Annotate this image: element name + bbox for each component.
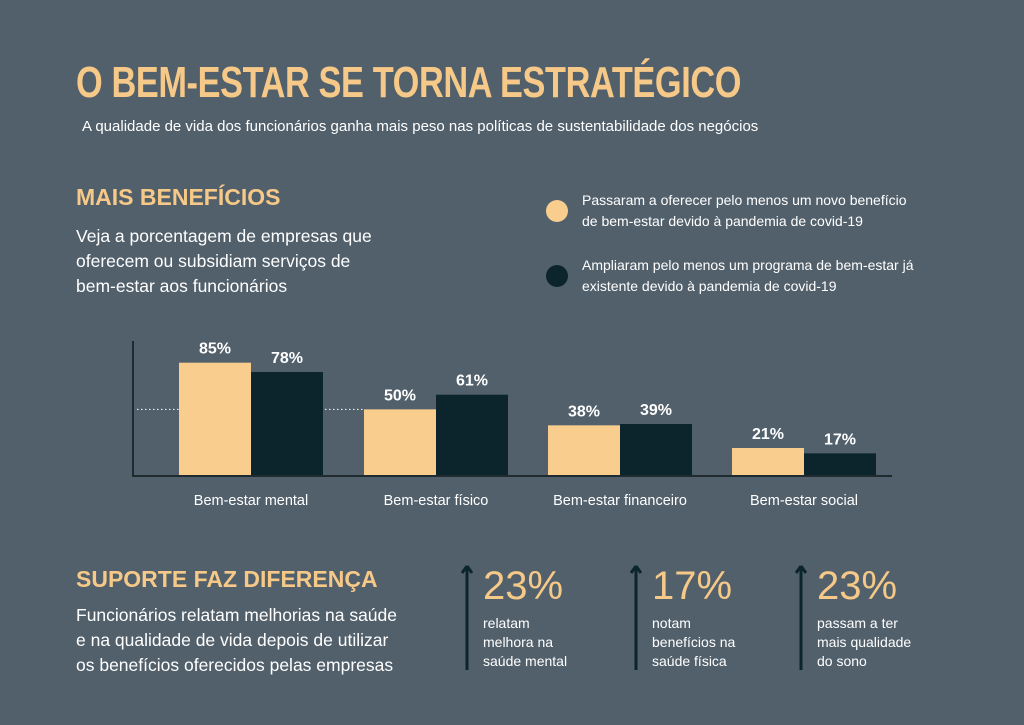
bar <box>620 424 692 476</box>
stat-label-line: do sono <box>817 653 867 669</box>
legend-swatch-dark <box>546 265 568 287</box>
bar <box>436 394 508 476</box>
data-label: 21% <box>752 426 784 443</box>
page-title: O BEM-ESTAR SE TORNA ESTRATÉGICO <box>76 58 742 107</box>
stat-label-line: melhora na <box>483 634 554 650</box>
legend-swatch-light <box>546 200 568 222</box>
stat-mental-health: 23% relatam melhora na saúde mental <box>460 564 567 672</box>
support-description-line: e na qualidade de vida depois de utiliza… <box>76 630 389 650</box>
x-tick-label: Bem-estar social <box>750 493 858 509</box>
bar <box>179 362 251 476</box>
stat-label: relatam melhora na saúde mental <box>483 614 567 671</box>
data-label: 85% <box>199 341 231 358</box>
benefits-description-line: bem-estar aos funcionários <box>76 276 288 296</box>
legend-label: Passaram a oferecer pelo menos um novo b… <box>582 190 907 232</box>
stat-label-line: relatam <box>483 615 530 631</box>
data-label: 78% <box>271 350 303 367</box>
legend-label-line: existente devido à pandemia de covid-19 <box>582 278 837 294</box>
legend-label-line: Ampliaram pelo menos um programa de bem-… <box>582 257 914 273</box>
stat-label: passam a ter mais qualidade do sono <box>817 614 911 671</box>
support-description-line: os benefícios oferecidos pelas empresas <box>76 655 394 675</box>
bar <box>251 372 323 476</box>
data-label: 17% <box>824 431 856 448</box>
legend-item-expanded-program: Ampliaram pelo menos um programa de bem-… <box>546 255 913 297</box>
support-description-line: Funcionários relatam melhorias na saúde <box>76 605 397 625</box>
legend-label: Ampliaram pelo menos um programa de bem-… <box>582 255 913 297</box>
x-tick-label: Bem-estar mental <box>194 493 308 509</box>
bar <box>364 409 436 476</box>
stat-label: notam benefícios na saúde física <box>652 614 735 671</box>
up-arrow-icon <box>460 564 474 672</box>
data-label: 61% <box>456 373 488 390</box>
benefits-description-line: Veja a porcentagem de empresas que <box>76 226 372 246</box>
page-subtitle: A qualidade de vida dos funcionários gan… <box>82 118 759 135</box>
data-label: 50% <box>384 387 416 404</box>
stat-label-line: mais qualidade <box>817 634 912 650</box>
stat-physical-health: 17% notam benefícios na saúde física <box>629 564 735 672</box>
bar-chart: 85% 78% Bem-estar mental 50% 61% Bem-estar fí… <box>132 341 892 509</box>
legend-item-new-benefit: Passaram a oferecer pelo menos um novo b… <box>546 190 907 232</box>
support-heading: SUPORTE FAZ DIFERENÇA <box>76 566 378 592</box>
stat-value: 17% <box>652 564 733 608</box>
stat-value: 23% <box>817 564 898 608</box>
bar <box>548 425 620 476</box>
legend-label-line: de bem-estar devido à pandemia de covid-… <box>582 213 863 229</box>
x-tick-label: Bem-estar físico <box>384 493 489 509</box>
legend-label-line: Passaram a oferecer pelo menos um novo b… <box>582 192 907 208</box>
stat-label-line: notam <box>652 615 691 631</box>
benefits-description-line: oferecem ou subsidiam serviços de <box>76 251 351 271</box>
up-arrow-icon <box>629 564 643 672</box>
stat-label-line: saúde mental <box>483 653 568 669</box>
up-arrow-icon <box>794 564 808 672</box>
stat-label-line: passam a ter <box>817 615 898 631</box>
stat-value: 23% <box>483 564 564 608</box>
data-label: 38% <box>568 403 600 420</box>
bar <box>804 453 876 476</box>
stat-label-line: benefícios na <box>652 634 736 650</box>
benefits-heading: MAIS BENEFÍCIOS <box>76 184 281 210</box>
bar <box>732 448 804 476</box>
stat-sleep-quality: 23% passam a ter mais qualidade do sono <box>794 564 911 672</box>
support-description: Funcionários relatam melhorias na saúde … <box>76 603 397 678</box>
x-tick-label: Bem-estar financeiro <box>553 493 687 509</box>
stat-label-line: saúde física <box>652 653 727 669</box>
data-label: 39% <box>640 402 672 419</box>
benefits-description: Veja a porcentagem de empresas que ofere… <box>76 224 372 299</box>
